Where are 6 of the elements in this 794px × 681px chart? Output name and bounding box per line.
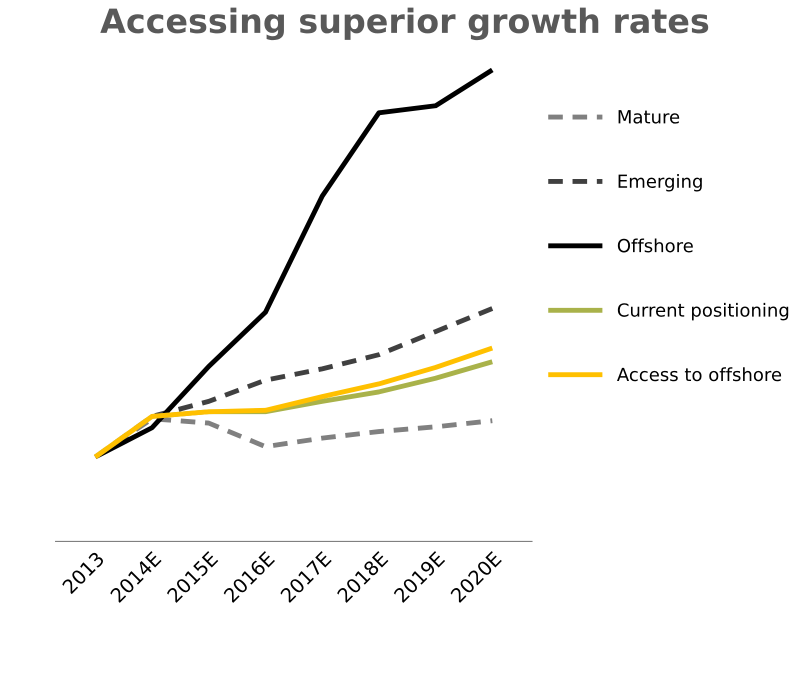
legend-label: Offshore <box>618 238 693 252</box>
legend-label: Current positioning <box>618 302 788 320</box>
legend-label: Access to offshore <box>616 367 782 382</box>
legend-label: Emerging <box>618 174 702 192</box>
chart-title: Accessing superior growth rates <box>100 8 708 40</box>
legend-label: Mature <box>618 110 680 124</box>
